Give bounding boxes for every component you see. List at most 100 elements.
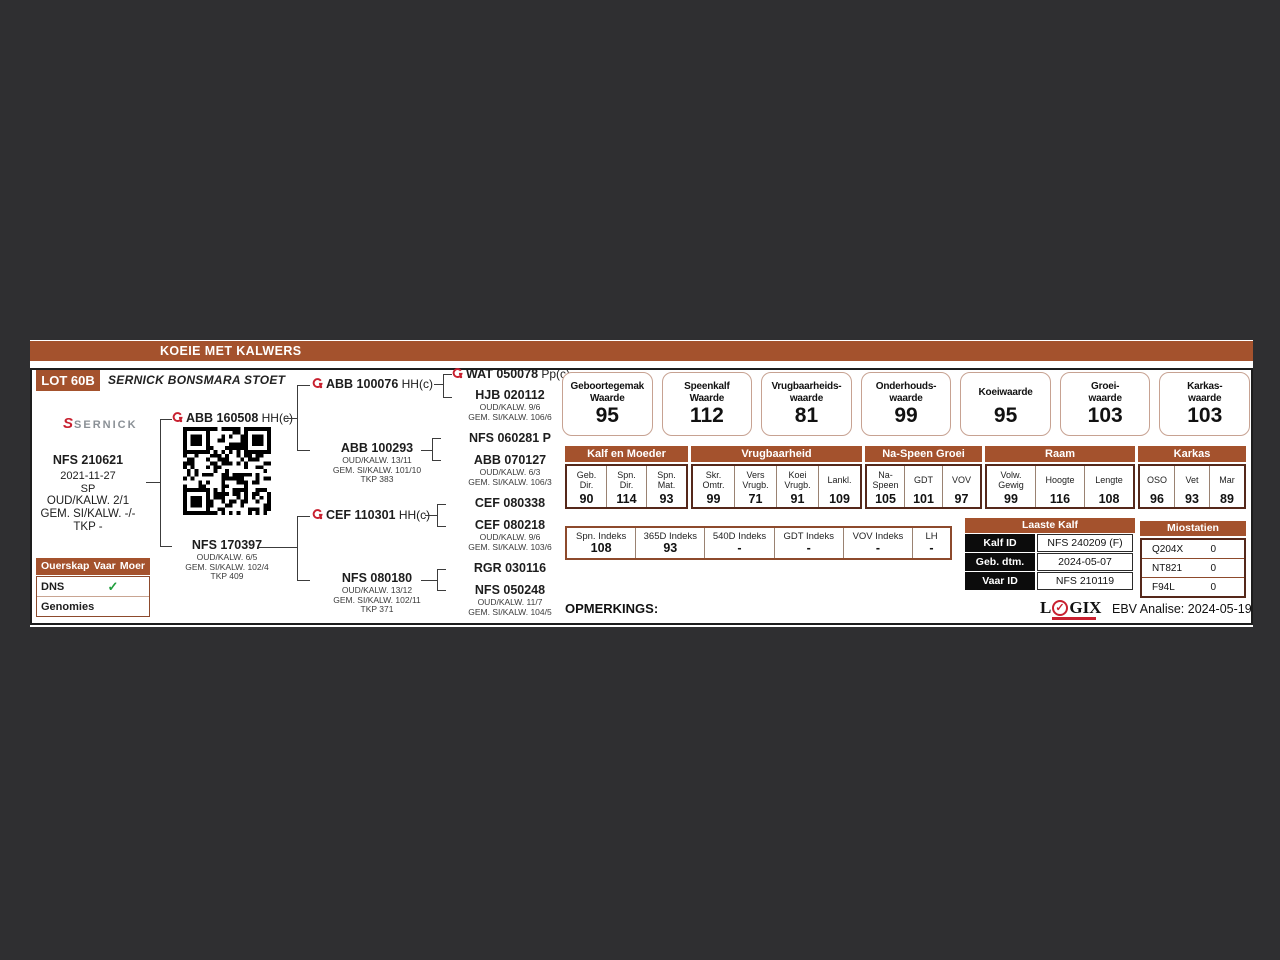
trait-cell: Mar 89 <box>1209 466 1244 507</box>
trait-cell: Vers Vrugb. 71 <box>734 466 776 507</box>
ebv-box-geboortegemak: Geboortegemak Waarde 95 <box>562 372 653 436</box>
ebv-box-vrugbaarheid: Vrugbaarheids-waarde 81 <box>761 372 852 436</box>
trait-cell: Lankl. 109 <box>818 466 860 507</box>
logix-logo-bar <box>1052 617 1096 620</box>
trait-cell: Skr. Omtr. 99 <box>702 469 725 507</box>
table-row: Q204X 0 <box>1152 543 1216 555</box>
pedigree-bracket <box>443 374 452 398</box>
trait-group-na-speen-groei: Na-Speen Groei Na- Speen 105 GDT 101 VOV 97 <box>865 446 982 509</box>
check-icon: ✓ <box>107 578 119 594</box>
pedigree-sss: WAT 050078 Pp(c) <box>452 367 570 381</box>
genomics-icon <box>312 509 323 520</box>
trait-cell: Hoogte 116 <box>1035 466 1084 507</box>
genomics-icon <box>452 368 463 379</box>
trait-cell: Spn. Mat. 93 <box>646 466 686 507</box>
trait-cell: GDT 101 <box>904 466 942 507</box>
animal-tkp: TKP - <box>73 521 103 533</box>
animal-status: SP <box>80 482 96 495</box>
table-row: NT821 0 <box>1142 558 1244 577</box>
ebv-box-koeiwaarde: Koeiwaarde 95 <box>960 372 1051 436</box>
pedigree-line <box>284 418 297 419</box>
pedigree-line <box>146 482 160 483</box>
index-cell: VOV Indeks - <box>842 528 912 558</box>
pedigree-line <box>421 580 437 581</box>
section-header-bar: KOEIE MET KALWERS <box>30 341 1253 361</box>
table-row: Vaar ID NFS 210119 <box>965 572 1135 590</box>
pedigree-line <box>421 450 432 451</box>
index-table: Spn. Indeks 108 365D Indeks 93 540D Indeks… <box>565 526 952 560</box>
animal-oud-kalw: OUD/KALW. 2/1 <box>46 495 130 507</box>
index-cell: Spn. Indeks 108 <box>576 531 627 555</box>
parentage-body: DNS ✓ Genomies <box>36 576 150 617</box>
pedigree-bracket <box>297 516 310 581</box>
pedigree-ddd: NFS 050248 OUD/KALW. 11/7 GEM. SI/KALW. … <box>468 583 552 617</box>
animal-id: NFS 210621 <box>52 453 124 467</box>
trait-cell: Volw. Gewig 99 <box>998 469 1024 507</box>
pedigree-dss: CEF 080338 <box>474 496 546 510</box>
pedigree-dam-dam: NFS 080180 OUD/KALW. 13/12 GEM. SI/KALW.… <box>333 571 421 614</box>
table-row: Kalf ID NFS 240209 (F) <box>965 534 1135 552</box>
ebv-box-speenkalf: Speenkalf Waarde 112 <box>661 372 753 436</box>
ebv-box-karkas: Karkas-waarde 103 <box>1159 372 1251 436</box>
pedigree-dsd: CEF 080218 OUD/KALW. 9/6 GEM. SI/KALW. 1… <box>468 518 552 552</box>
genomics-icon <box>312 378 323 389</box>
laaste-kalf-header: Laaste Kalf <box>965 518 1135 533</box>
pedigree-ssd: HJB 020112 OUD/KALW. 9/6 GEM. SI/KALW. 1… <box>468 388 552 422</box>
ebv-box-onderhoud: Onderhouds-waarde 99 <box>860 372 952 436</box>
trait-cell: Na- Speen 105 <box>872 469 899 507</box>
ebv-analysis-date: EBV Analise: 2024-05-19 <box>1112 602 1252 616</box>
miostatien-header: Miostatien <box>1140 521 1246 536</box>
parentage-col-vaar: Vaar <box>93 560 116 572</box>
trait-cell: Vet 93 <box>1174 466 1209 507</box>
pedigree-line <box>258 547 297 548</box>
miostatien-table: Miostatien Q204X 0 NT821 0 F94L 0 <box>1140 521 1246 598</box>
index-cell: LH - <box>912 528 950 558</box>
table-row: F94L 0 <box>1142 577 1244 596</box>
opmerkings-label: OPMERKINGS: <box>565 601 659 616</box>
sernick-logo-text: SERNICK <box>74 419 138 431</box>
trait-cell: Lengte 108 <box>1084 466 1133 507</box>
trait-cell: OSO 96 <box>1146 474 1167 507</box>
sernick-logo: SSERNICK <box>63 415 138 432</box>
qr-code <box>183 427 271 515</box>
trait-cell: Spn. Dir. 114 <box>606 466 646 507</box>
logix-o-icon: ✓ <box>1052 599 1069 616</box>
parentage-col-moer: Moer <box>119 560 145 572</box>
pedigree-bracket <box>432 438 441 461</box>
pedigree-dds: RGR 030116 <box>473 561 547 575</box>
pedigree-bracket <box>437 504 446 527</box>
index-cell: 540D Indeks - <box>704 528 773 558</box>
pedigree-sire-dam: ABB 100293 OUD/KALW. 13/11 GEM. SI/KALW.… <box>332 441 422 484</box>
table-row: Geb. dtm. 2024-05-07 <box>965 553 1135 571</box>
lot-number-badge: LOT 60B <box>36 370 100 391</box>
pedigree-bracket <box>160 419 172 547</box>
pedigree-sdd: ABB 070127 OUD/KALW. 6/3 GEM. SI/KALW. 1… <box>468 453 552 487</box>
pedigree-dam: NFS 170397 OUD/KALW. 6/5 GEM. SI/KALW. 1… <box>185 538 269 581</box>
trait-table: Kalf en Moeder Geb. Dir. 90 Spn. Dir. 114 Sp… <box>565 446 1246 509</box>
stud-name: SERNICK BONSMARA STOET <box>108 373 286 387</box>
pedigree-dam-sire: CEF 110301 HH(c) <box>312 508 430 522</box>
sernick-logo-icon: S <box>63 415 74 432</box>
animal-gem-si-kalw: GEM. SI/KALW. -/- <box>40 508 136 520</box>
lot-animal-info: NFS 210621 2021-11-27 SP OUD/KALW. 2/1 G… <box>28 453 148 534</box>
ebv-box-groei: Groei-waarde 103 <box>1059 372 1151 436</box>
animal-birthdate: 2021-11-27 <box>60 470 116 482</box>
pedigree-line <box>425 515 437 516</box>
table-row: Genomies <box>37 596 149 616</box>
pedigree-bracket <box>437 569 446 591</box>
trait-group-kalf-en-moeder: Kalf en Moeder Geb. Dir. 90 Spn. Dir. 114 Sp… <box>565 446 688 509</box>
pedigree-bracket <box>297 385 310 451</box>
trait-cell: Geb. Dir. 90 <box>576 469 597 507</box>
trait-cell: Koei Vrugb. 91 <box>776 466 818 507</box>
parentage-table: Ouerskap Vaar Moer DNS ✓ Genomies <box>36 558 150 617</box>
trait-group-karkas: Karkas OSO 96 Vet 93 Mar 89 <box>1138 446 1246 509</box>
parentage-header: Ouerskap Vaar Moer <box>36 558 150 575</box>
pedigree-sire-sire: ABB 100076 HH(c) <box>312 377 433 391</box>
table-row: DNS ✓ <box>37 577 149 596</box>
index-cell: GDT Indeks - <box>773 528 843 558</box>
ebv-value-boxes: Geboortegemak Waarde 95 Speenkalf Waarde 1… <box>562 372 1251 436</box>
trait-group-vrugbaarheid: Vrugbaarheid Skr. Omtr. 99 Vers Vrugb. 71 Ko… <box>691 446 862 509</box>
genomics-icon <box>172 412 183 423</box>
pedigree-sds: NFS 060281 P <box>469 431 551 445</box>
